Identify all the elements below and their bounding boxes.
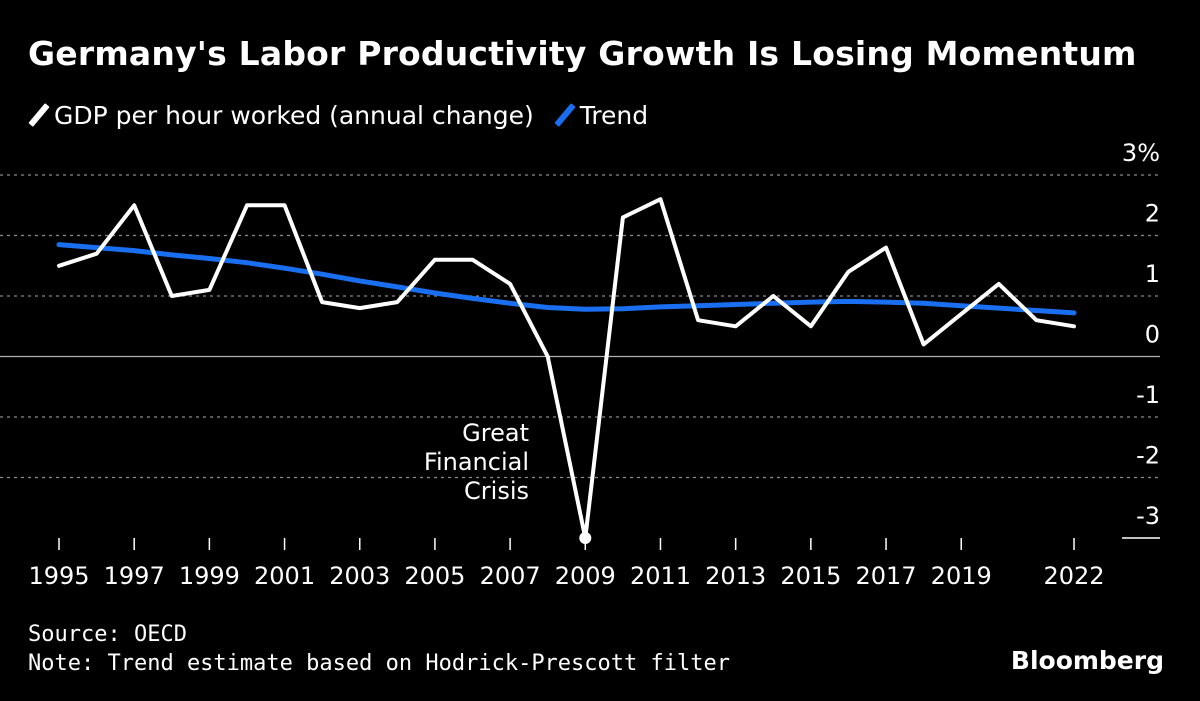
gdp-line xyxy=(57,197,1076,540)
legend-label-gdp: GDP per hour worked (annual change) xyxy=(54,100,534,130)
annotation-marker xyxy=(579,532,592,544)
annotation-text: Great xyxy=(462,419,529,447)
y-tick-label: -1 xyxy=(1136,381,1160,409)
x-tick-label: 2017 xyxy=(855,562,916,590)
x-tick-label: 2022 xyxy=(1043,562,1104,590)
trend-line xyxy=(56,242,1077,316)
x-tick-label: 2011 xyxy=(630,562,691,590)
x-tick-label: 2001 xyxy=(254,562,315,590)
y-tick-label: -3 xyxy=(1136,502,1160,530)
x-tick-label: 2013 xyxy=(705,562,766,590)
x-tick-label: 2007 xyxy=(480,562,541,590)
x-tick-label: 2009 xyxy=(555,562,616,590)
x-tick-label: 1999 xyxy=(179,562,240,590)
chart-title: Germany's Labor Productivity Growth Is L… xyxy=(28,34,1137,73)
y-tick-label: 2 xyxy=(1145,200,1160,228)
legend: GDP per hour worked (annual change) Tren… xyxy=(28,98,668,132)
x-tick-label: 2015 xyxy=(780,562,841,590)
x-tick-label: 2019 xyxy=(931,562,992,590)
legend-item-trend: Trend xyxy=(554,101,648,130)
x-tick-label: 2003 xyxy=(329,562,390,590)
legend-label-trend: Trend xyxy=(579,100,649,130)
y-tick-label: 3% xyxy=(1122,139,1160,167)
bloomberg-logo: Bloomberg xyxy=(1010,646,1164,675)
y-tick-label: -2 xyxy=(1136,442,1160,470)
x-tick-label: 1997 xyxy=(104,562,165,590)
source-text: Source: OECD xyxy=(28,622,187,647)
x-tick-label: 1995 xyxy=(28,562,89,590)
y-tick-label: 1 xyxy=(1145,260,1160,288)
annotation-text: Crisis xyxy=(464,477,529,505)
note-text: Note: Trend estimate based on Hodrick-Pr… xyxy=(28,651,730,676)
x-tick-label: 2005 xyxy=(404,562,465,590)
y-tick-label: 0 xyxy=(1145,321,1160,349)
legend-item-gdp: GDP per hour worked (annual change) xyxy=(28,101,534,130)
annotation-text: Financial xyxy=(424,448,529,476)
